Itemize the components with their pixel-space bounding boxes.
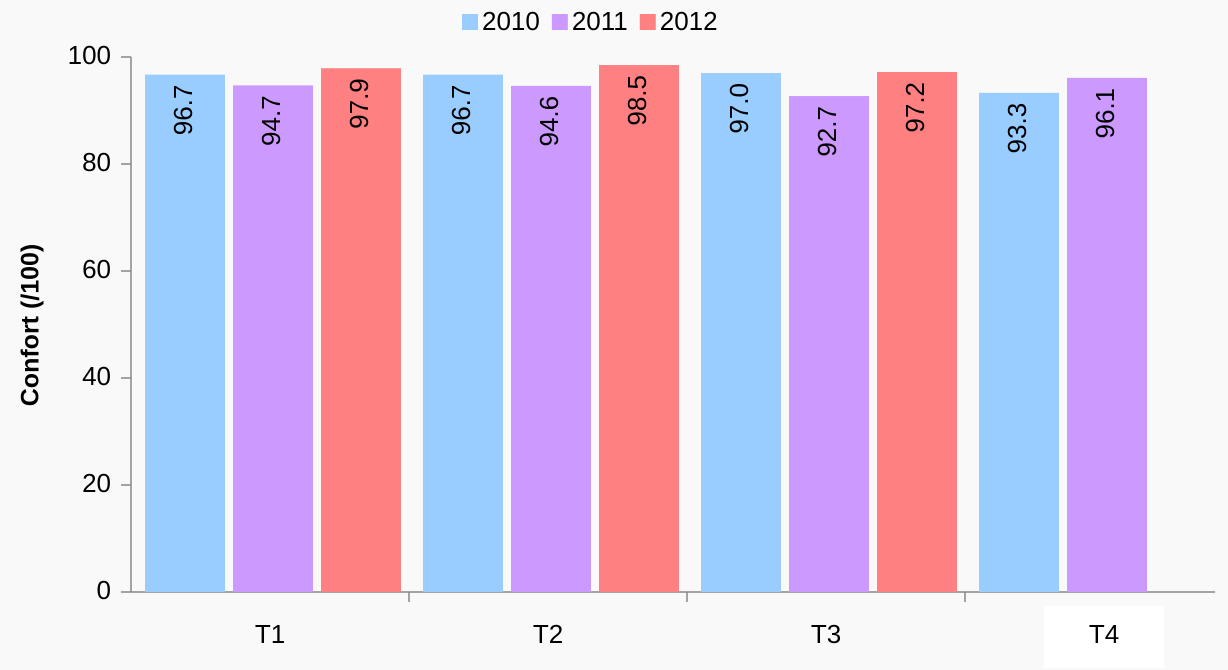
bar [233, 85, 313, 592]
bar [511, 85, 591, 592]
value-label: 92.7 [812, 106, 842, 157]
x-tick-label: T3 [811, 619, 841, 649]
value-label: 94.6 [534, 96, 564, 147]
y-tick-label: 80 [82, 147, 111, 177]
y-tick-label: 60 [82, 254, 111, 284]
legend-label: 2011 [572, 6, 628, 36]
value-label: 97.0 [724, 83, 754, 134]
legend-swatch [462, 14, 478, 30]
bar [789, 96, 869, 593]
x-tick-label: T1 [255, 619, 285, 649]
bar [979, 92, 1059, 592]
value-label: 96.7 [168, 85, 198, 136]
bar [321, 68, 401, 593]
legend-swatch [639, 14, 656, 30]
y-tick-label: 100 [68, 40, 111, 70]
legend-label: 2010 [482, 6, 540, 36]
y-tick-label: 40 [82, 361, 111, 391]
value-label: 96.7 [446, 85, 476, 136]
value-label: 98.5 [622, 75, 652, 126]
bar [599, 65, 679, 592]
bar [1067, 77, 1147, 593]
value-label: 97.9 [344, 78, 374, 129]
legend-swatch [551, 14, 568, 30]
y-tick-label: 20 [82, 468, 111, 498]
legend-label: 2012 [660, 6, 718, 36]
y-tick-label: 0 [97, 575, 111, 605]
bar [145, 74, 225, 592]
value-label: 97.2 [900, 82, 930, 133]
x-tick-label: T2 [533, 619, 563, 649]
value-label: 96.1 [1090, 88, 1120, 139]
x-tick-label: T4 [1089, 619, 1119, 649]
bar [877, 71, 957, 593]
label-box [1044, 606, 1164, 668]
value-label: 93.3 [1002, 103, 1032, 154]
bar [701, 73, 781, 593]
value-label: 94.7 [256, 95, 286, 146]
y-axis-label: Confort (/100) [17, 244, 45, 407]
bar [423, 74, 503, 592]
